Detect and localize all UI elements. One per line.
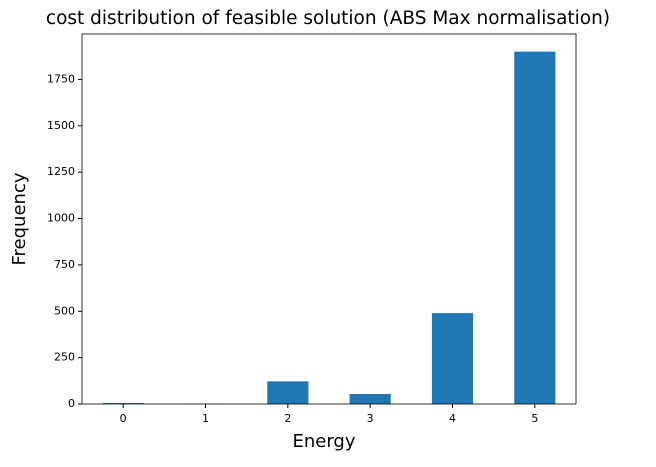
y-tick-label: 1750	[47, 72, 75, 85]
y-tick-label: 250	[54, 351, 75, 364]
x-axis-label: Energy	[292, 431, 355, 452]
bar	[350, 394, 391, 404]
y-axis-label: Frequency	[9, 172, 30, 265]
y-tick-label: 750	[54, 258, 75, 271]
y-tick-label: 1250	[47, 165, 75, 178]
x-tick-label: 1	[202, 412, 209, 425]
y-tick-label: 0	[68, 397, 75, 410]
y-tick-label: 500	[54, 304, 75, 317]
y-tick-label: 1500	[47, 119, 75, 132]
bar	[514, 52, 555, 404]
y-tick-label: 1000	[47, 212, 75, 225]
x-tick-label: 4	[449, 412, 456, 425]
plot-frame	[82, 34, 576, 404]
x-tick-label: 3	[367, 412, 374, 425]
bar	[432, 313, 473, 404]
chart-title: cost distribution of feasible solution (…	[46, 8, 610, 29]
x-tick-label: 5	[531, 412, 538, 425]
x-tick-label: 2	[284, 412, 291, 425]
x-tick-label: 0	[120, 412, 127, 425]
bar	[267, 381, 308, 404]
